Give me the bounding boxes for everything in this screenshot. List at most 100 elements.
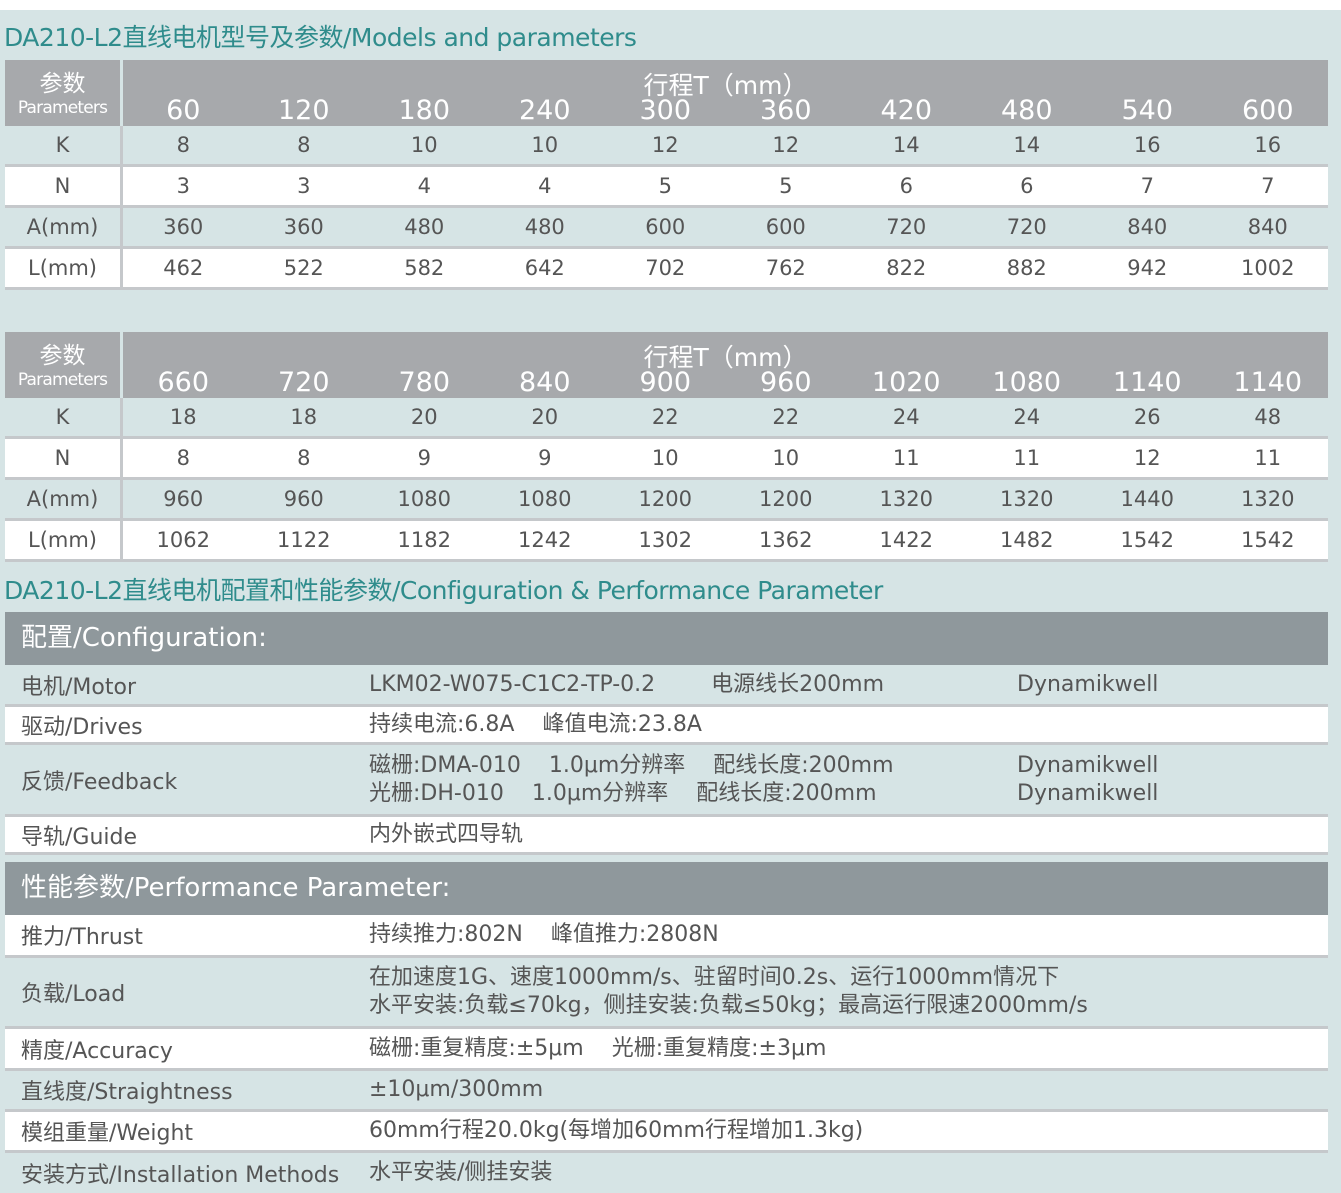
row-label: L(mm) xyxy=(5,249,123,287)
load-label: 负载/Load xyxy=(21,982,126,1007)
row-label: A(mm) xyxy=(5,208,123,246)
drives-peak: 峰值电流:23.8A xyxy=(542,711,702,737)
stroke-col: 1080 xyxy=(992,367,1062,398)
cell: 600 xyxy=(645,215,686,239)
stroke-col: 120 xyxy=(277,95,330,126)
cell: 20 xyxy=(531,405,559,429)
cell: 12 xyxy=(1133,446,1161,470)
install-row: 安装方式/Installation Methods 水平安装/侧挂安装 xyxy=(5,1153,1328,1193)
guide-row: 导轨/Guide 内外嵌式四导轨 xyxy=(5,817,1328,855)
cell: 5 xyxy=(779,174,793,198)
motor-brand: Dynamikwell xyxy=(1017,671,1159,697)
table-row: N 8 8 9 9 10 10 11 11 12 11 xyxy=(5,439,1328,480)
feedback-optical-res: 1.0μm分辨率 xyxy=(531,780,669,806)
stroke-col: 600 xyxy=(1241,95,1294,126)
cell: 9 xyxy=(417,446,431,470)
cell: 4 xyxy=(417,174,431,198)
straightness-value: ±10μm/300mm xyxy=(369,1077,544,1102)
stroke-label: 行程T（mm） xyxy=(643,343,808,372)
cell: 480 xyxy=(524,215,565,239)
cell: 582 xyxy=(404,256,445,280)
models-title: DA210-L2直线电机型号及参数/Models and parameters xyxy=(4,23,637,52)
cell: 24 xyxy=(1013,405,1041,429)
cell: 720 xyxy=(1006,215,1047,239)
cell: 10 xyxy=(531,133,559,157)
cell: 8 xyxy=(297,133,311,157)
cell: 3 xyxy=(297,174,311,198)
cell: 1542 xyxy=(1241,528,1295,552)
cell: 10 xyxy=(651,446,679,470)
models-table-1: 参数 Parameters 行程T（mm） 60 120 180 240 300 360 420 4… xyxy=(5,60,1328,290)
cell: 12 xyxy=(772,133,800,157)
feedback-label: 反馈/Feedback xyxy=(21,769,178,795)
cell: 1002 xyxy=(1241,256,1295,280)
guide-label: 导轨/Guide xyxy=(21,824,138,850)
cell: 10 xyxy=(410,133,438,157)
cell: 1062 xyxy=(156,528,210,552)
cell: 960 xyxy=(163,487,204,511)
feedback-optical-cable: 配线长度:200mm xyxy=(696,780,877,806)
row-label: N xyxy=(5,439,123,477)
table-row: K 18 18 20 20 22 22 24 24 26 48 xyxy=(5,398,1328,439)
cell: 1320 xyxy=(879,487,933,511)
cell: 1542 xyxy=(1120,528,1174,552)
cell: 1200 xyxy=(638,487,692,511)
param-en: Parameters xyxy=(17,370,108,390)
feedback-magnetic-cable: 配线长度:200mm xyxy=(713,752,894,778)
cell: 12 xyxy=(651,133,679,157)
table-header: 参数 Parameters 行程T（mm） 60 120 180 240 300 360 420 4… xyxy=(5,60,1328,126)
row-label: N xyxy=(5,167,123,205)
cell: 480 xyxy=(404,215,445,239)
feedback-magnetic: 磁栅:DMA-010 xyxy=(369,752,521,778)
cell: 360 xyxy=(163,215,204,239)
cell: 960 xyxy=(283,487,324,511)
cell: 840 xyxy=(1247,215,1288,239)
stroke-col: 780 xyxy=(398,367,451,398)
cell: 762 xyxy=(765,256,806,280)
stroke-col: 840 xyxy=(518,367,571,398)
drives-label: 驱动/Drives xyxy=(21,714,143,740)
feedback-magnetic-res: 1.0μm分辨率 xyxy=(548,752,686,778)
cell: 882 xyxy=(1006,256,1047,280)
thrust-peak: 峰值推力:2808N xyxy=(550,922,719,947)
cell: 462 xyxy=(163,256,204,280)
cell: 11 xyxy=(1254,446,1282,470)
row-label: A(mm) xyxy=(5,480,123,518)
cell: 1482 xyxy=(1000,528,1054,552)
cell: 10 xyxy=(772,446,800,470)
cell: 360 xyxy=(283,215,324,239)
perf-header: 性能参数/Performance Parameter: xyxy=(5,862,1328,915)
feedback-optical: 光栅:DH-010 xyxy=(369,780,504,806)
cell: 24 xyxy=(892,405,920,429)
cell: 22 xyxy=(651,405,679,429)
cell: 1302 xyxy=(638,528,692,552)
install-value: 水平安装/侧挂安装 xyxy=(369,1160,553,1185)
cell: 5 xyxy=(658,174,672,198)
cell: 1320 xyxy=(1241,487,1295,511)
cell: 1440 xyxy=(1120,487,1174,511)
cell: 7 xyxy=(1261,174,1275,198)
stroke-col: 960 xyxy=(759,367,812,398)
cell: 14 xyxy=(1013,133,1041,157)
cell: 1422 xyxy=(879,528,933,552)
feedback-brand-1: Dynamikwell xyxy=(1017,752,1159,778)
load-line-1: 在加速度1G、速度1000mm/s、驻留时间0.2s、运行1000mm情况下 xyxy=(369,965,1060,990)
stroke-label: 行程T（mm） xyxy=(643,71,808,100)
stroke-col: 360 xyxy=(759,95,812,126)
cell: 942 xyxy=(1127,256,1168,280)
thrust-cont: 持续推力:802N xyxy=(369,922,523,947)
cell: 1242 xyxy=(518,528,572,552)
models-table-2: 参数 Parameters 行程T（mm） 660 720 780 840 900 960 102… xyxy=(5,332,1328,562)
straightness-label: 直线度/Straightness xyxy=(21,1080,233,1105)
cell: 11 xyxy=(1013,446,1041,470)
stroke-col: 1020 xyxy=(871,367,941,398)
motor-label: 电机/Motor xyxy=(21,674,136,700)
cell: 11 xyxy=(892,446,920,470)
cell: 4 xyxy=(538,174,552,198)
table-row: A(mm) 360 360 480 480 600 600 720 720 840 840 xyxy=(5,208,1328,249)
param-cn: 参数 xyxy=(39,343,86,369)
stroke-col: 300 xyxy=(639,95,692,126)
stroke-col: 1140 xyxy=(1112,367,1182,398)
table-row: L(mm) 462 522 582 642 702 762 822 882 942 1002 xyxy=(5,249,1328,290)
cell: 702 xyxy=(645,256,686,280)
